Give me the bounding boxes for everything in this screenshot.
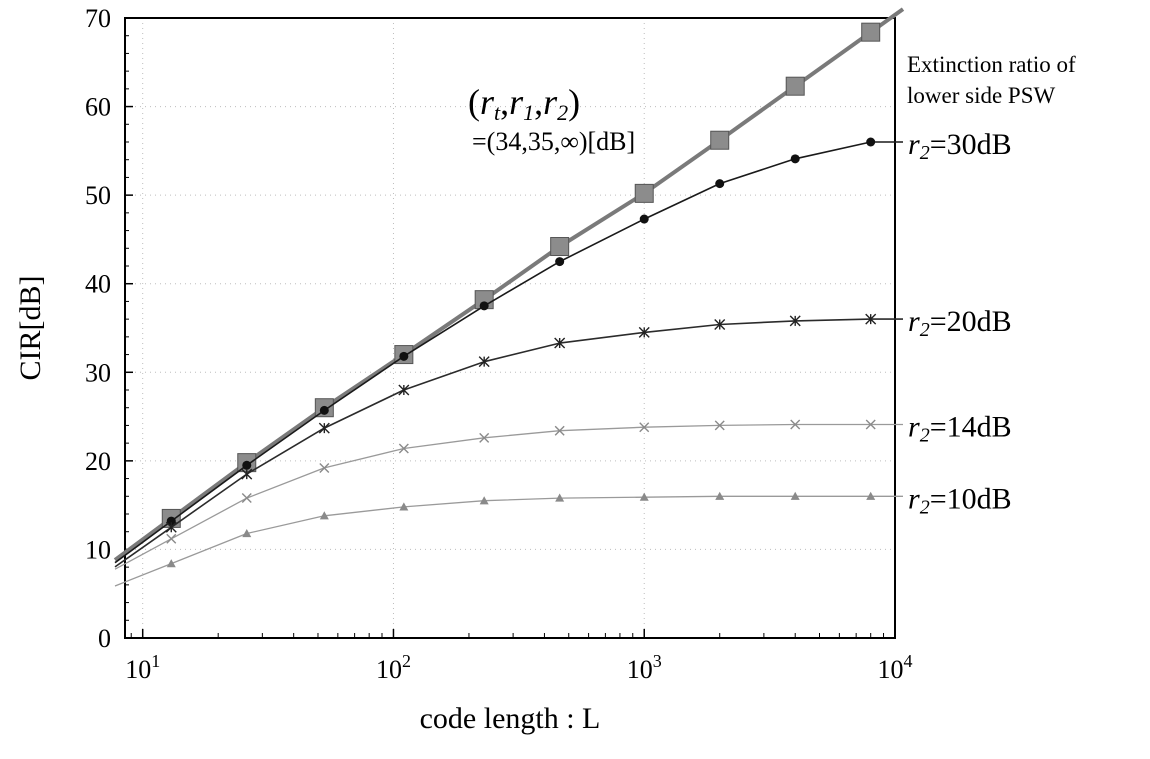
data-point-square bbox=[861, 22, 881, 42]
data-point-asterisk bbox=[478, 356, 490, 368]
data-point-x bbox=[865, 419, 876, 430]
data-point-asterisk bbox=[165, 521, 177, 533]
series-line bbox=[114, 495, 903, 587]
axis-ticks: 0 10 20 30 40 50 60 70 101 102 103 104 bbox=[85, 4, 913, 684]
series-label-14dB: r2=14dB bbox=[908, 411, 1012, 447]
data-point-circle bbox=[790, 154, 800, 164]
data-point-asterisk bbox=[398, 384, 410, 396]
series-label-10dB: r2=10dB bbox=[908, 482, 1012, 518]
series-label-30dB: r2=30dB bbox=[908, 128, 1012, 164]
y-tick-label: 10 bbox=[85, 535, 111, 564]
legend-title-line-2: lower side PSW bbox=[907, 83, 1056, 108]
data-point-square bbox=[785, 76, 805, 96]
data-point-triangle bbox=[399, 502, 409, 511]
data-point-square bbox=[550, 237, 570, 257]
data-point-triangle bbox=[479, 496, 489, 505]
series-line bbox=[113, 7, 905, 562]
y-tick-label: 60 bbox=[85, 93, 111, 122]
data-point-circle bbox=[319, 405, 329, 415]
data-point-x bbox=[790, 419, 801, 430]
y-tick-label: 20 bbox=[85, 447, 111, 476]
data-point-circle bbox=[866, 137, 876, 147]
y-axis-title: CIR[dB] bbox=[14, 276, 47, 381]
series-label-20dB: r2=20dB bbox=[908, 305, 1012, 341]
data-point-asterisk bbox=[241, 468, 253, 480]
data-point-asterisk bbox=[865, 313, 877, 325]
y-tick-label: 70 bbox=[85, 4, 111, 33]
data-point-asterisk bbox=[714, 318, 726, 330]
data-point-circle bbox=[639, 214, 649, 224]
data-point-triangle bbox=[555, 493, 565, 502]
y-tick-label: 0 bbox=[98, 624, 111, 653]
data-point-x bbox=[166, 533, 177, 544]
data-point-triangle bbox=[639, 492, 649, 501]
x-tick-label: 104 bbox=[878, 651, 913, 684]
data-point-circle bbox=[715, 179, 725, 189]
x-tick-label: 103 bbox=[627, 651, 662, 684]
data-point-x bbox=[479, 432, 490, 443]
data-point-triangle bbox=[242, 528, 252, 538]
data-point-triangle bbox=[166, 559, 176, 568]
data-point-x bbox=[554, 425, 565, 436]
x-tick-label: 102 bbox=[376, 651, 411, 684]
series-4 bbox=[114, 419, 903, 570]
data-point-x bbox=[639, 422, 650, 433]
data-point-square bbox=[634, 183, 654, 203]
y-tick-label: 40 bbox=[85, 270, 111, 299]
series-2 bbox=[114, 137, 903, 564]
series-layer bbox=[113, 7, 905, 587]
data-point-square bbox=[710, 130, 730, 150]
data-point-triangle bbox=[715, 491, 725, 500]
data-point-x bbox=[398, 443, 409, 454]
label-layer: r2=30dB r2=20dB r2=14dB r2=10dB bbox=[908, 128, 1012, 518]
data-point-triangle bbox=[790, 491, 800, 500]
data-point-asterisk bbox=[638, 326, 650, 338]
y-tick-label: 50 bbox=[85, 181, 111, 210]
series-5 bbox=[114, 491, 903, 587]
series-line bbox=[114, 423, 903, 570]
data-point-circle bbox=[479, 301, 489, 311]
data-point-circle bbox=[242, 460, 252, 470]
parameter-annotation-line-1: (rt,r1,r2) bbox=[468, 82, 580, 125]
plot-frame bbox=[124, 17, 896, 639]
data-point-triangle bbox=[866, 491, 876, 500]
data-point-x bbox=[319, 462, 330, 473]
series-line bbox=[114, 318, 903, 568]
data-point-circle bbox=[166, 516, 176, 526]
x-axis-title: code length : L bbox=[420, 702, 601, 735]
data-point-x bbox=[241, 493, 252, 504]
x-tick-label: 101 bbox=[125, 651, 160, 684]
series-3 bbox=[114, 313, 903, 568]
data-point-asterisk bbox=[554, 337, 566, 349]
series-line bbox=[114, 141, 903, 564]
data-point-circle bbox=[399, 351, 409, 361]
parameter-annotation-line-2: =(34,35,∞)[dB] bbox=[472, 127, 635, 156]
y-tick-label: 30 bbox=[85, 358, 111, 387]
data-point-x bbox=[714, 420, 725, 431]
data-point-triangle bbox=[319, 511, 329, 520]
data-point-circle bbox=[555, 257, 565, 267]
legend-title-line-1: Extinction ratio of bbox=[907, 52, 1076, 77]
data-point-asterisk bbox=[318, 422, 330, 434]
data-point-asterisk bbox=[789, 315, 801, 327]
